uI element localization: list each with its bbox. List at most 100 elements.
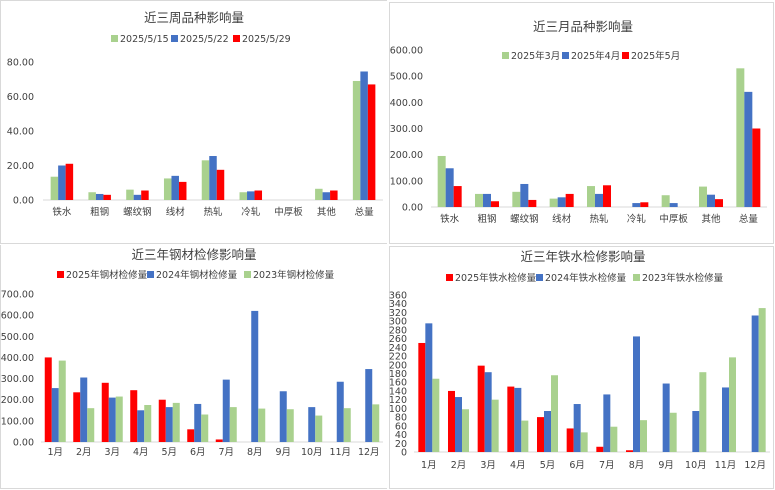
x-tick-label: 4月 xyxy=(510,460,526,471)
bar xyxy=(239,192,248,200)
bar xyxy=(163,178,172,200)
x-tick-label: 中厚板 xyxy=(274,206,303,218)
bar xyxy=(462,409,469,452)
bar xyxy=(254,190,263,200)
bar xyxy=(699,186,707,207)
bar xyxy=(187,429,195,442)
bar xyxy=(215,439,223,442)
y-tick-label: 200.00 xyxy=(390,150,423,161)
bar xyxy=(662,383,670,452)
x-tick-label: 总量 xyxy=(739,213,759,225)
x-tick-label: 粗钢 xyxy=(90,206,109,218)
x-tick-label: 11月 xyxy=(715,460,737,471)
bar xyxy=(418,342,426,452)
legend-swatch xyxy=(57,271,64,278)
bar xyxy=(201,414,209,442)
bar xyxy=(491,399,499,452)
bar xyxy=(315,188,323,200)
bar xyxy=(557,197,566,207)
bar xyxy=(87,408,95,442)
legend-swatch xyxy=(562,52,569,59)
bar xyxy=(322,192,331,200)
bar xyxy=(477,365,485,452)
y-tick-label: 360 xyxy=(389,291,407,302)
bar xyxy=(144,405,152,442)
bar xyxy=(336,381,344,442)
y-tick-label: 120 xyxy=(389,395,407,406)
y-tick-label: 600.00 xyxy=(390,46,423,57)
bar xyxy=(587,186,595,207)
y-tick-label: 300 xyxy=(389,317,407,328)
x-tick-label: 螺纹钢 xyxy=(123,206,152,218)
y-tick-label: 80.00 xyxy=(7,58,34,69)
bar xyxy=(158,399,166,442)
bar xyxy=(752,128,761,207)
x-tick-label: 12月 xyxy=(744,460,766,471)
legend-label: 2025年3月 xyxy=(511,50,560,62)
bar xyxy=(521,420,529,452)
bar xyxy=(549,198,558,207)
bar xyxy=(343,408,351,442)
legend-swatch xyxy=(633,274,640,281)
y-tick-label: 0.00 xyxy=(402,203,423,214)
bar xyxy=(626,450,633,452)
bar xyxy=(279,391,287,442)
bar xyxy=(491,201,499,207)
x-tick-label: 7月 xyxy=(599,460,615,471)
x-tick-label: 冷轧 xyxy=(627,213,647,225)
bar xyxy=(565,193,574,207)
bar xyxy=(566,428,574,452)
legend-swatch xyxy=(502,52,509,59)
x-tick-label: 7月 xyxy=(218,447,234,458)
y-tick-label: 340 xyxy=(389,299,407,310)
legend-label: 2023年钢材检修量 xyxy=(253,269,335,281)
bar xyxy=(758,308,766,452)
legend-label: 2025/5/15 xyxy=(120,34,169,45)
x-tick-label: 螺纹钢 xyxy=(510,213,539,225)
bar xyxy=(483,193,491,207)
chart-title: 近三周品种影响量 xyxy=(144,10,244,25)
bar xyxy=(365,369,373,442)
y-tick-label: 300.00 xyxy=(390,124,423,135)
x-tick-label: 5月 xyxy=(540,460,556,471)
bar xyxy=(596,446,604,452)
bar xyxy=(247,191,255,200)
bar xyxy=(528,199,537,207)
bar xyxy=(507,386,515,452)
y-tick-label: 40.00 xyxy=(7,127,34,138)
y-tick-label: 600.00 xyxy=(1,311,34,322)
bar xyxy=(751,315,759,452)
legend-label: 2025/5/22 xyxy=(180,34,229,45)
chart-panel-weekly-varieties: 近三周品种影响量 2025/5/15 2025/5/22 2025/5/29 0.00 2… xyxy=(0,0,387,244)
y-tick-label: 20.00 xyxy=(7,161,34,172)
y-tick-label: 60 xyxy=(395,421,407,432)
y-tick-label: 100.00 xyxy=(390,176,423,187)
bar xyxy=(661,195,670,207)
bar xyxy=(722,387,729,452)
bar xyxy=(222,379,230,442)
y-tick-label: 100 xyxy=(389,404,407,415)
bar xyxy=(707,194,715,207)
bar xyxy=(484,372,492,452)
y-tick-label: 80 xyxy=(395,413,407,424)
chart-iron-maintenance: 近三年铁水检修影响量 2025年铁水检修量 2024年铁水检修量 2023年铁水检修量… xyxy=(389,249,770,471)
chart-title: 近三月品种影响量 xyxy=(533,19,633,34)
y-tick-label: 500.00 xyxy=(390,72,423,83)
legend-label: 2025/5/29 xyxy=(242,34,291,45)
x-tick-label: 其他 xyxy=(317,206,337,218)
x-tick-label: 9月 xyxy=(658,460,674,471)
bar xyxy=(432,378,440,452)
bar xyxy=(699,372,707,452)
legend-swatch xyxy=(171,35,178,42)
x-tick-label: 3月 xyxy=(480,460,496,471)
bar xyxy=(65,163,74,200)
bar xyxy=(633,336,640,452)
bar xyxy=(178,181,187,200)
bar xyxy=(251,310,259,442)
bar xyxy=(315,415,323,442)
bar xyxy=(308,407,316,442)
x-tick-label: 1月 xyxy=(47,447,63,458)
bar xyxy=(551,375,558,452)
x-tick-label: 冷轧 xyxy=(241,206,261,218)
chart-title: 近三年铁水检修影响量 xyxy=(520,249,645,264)
